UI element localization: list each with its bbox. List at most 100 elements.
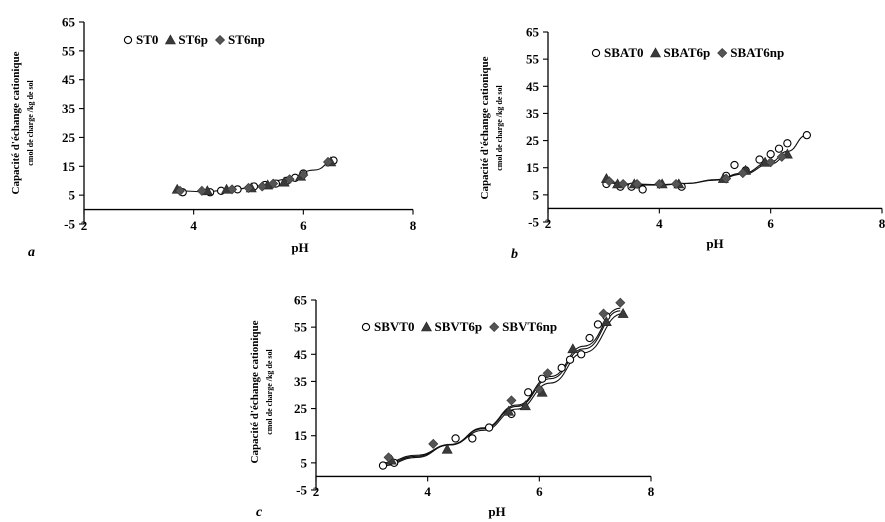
y-tick-label: 5 [301, 455, 308, 470]
y-tick-label: 15 [294, 428, 308, 443]
legend-label: ST6np [228, 32, 265, 47]
y-axis-subtitle: cmol de charge /kg de sol [265, 348, 274, 434]
data-point-SBVT0 [468, 434, 477, 443]
data-point-ST6np [243, 182, 254, 193]
y-tick-label: 25 [526, 133, 540, 148]
fit-curve [382, 310, 621, 465]
data-point-SBVT0 [585, 333, 594, 343]
legend-marker-SBAT6p [649, 47, 662, 58]
data-point-ST6np [227, 184, 238, 195]
legend-marker-SBAT6np [717, 47, 728, 59]
data-point-SBVT0 [593, 320, 603, 329]
y-axis-title: Capacité d'échange cationique [479, 56, 491, 199]
legend-label: ST0 [136, 32, 158, 47]
data-point-SBVT6np [428, 438, 439, 449]
x-axis-title: pH [291, 240, 308, 255]
x-tick-label: 6 [300, 218, 307, 233]
data-point-SBVT0 [451, 434, 460, 443]
legend-label: SBAT6p [664, 45, 711, 60]
data-point-SBAT6np [671, 178, 682, 190]
y-tick-label: 15 [526, 160, 540, 175]
data-point-SBVT6np [383, 452, 394, 463]
y-tick-label: 45 [62, 72, 76, 87]
data-point-SBVT6p [441, 443, 453, 454]
data-point-SBVT0 [557, 363, 566, 373]
x-tick-label: 6 [767, 216, 774, 231]
data-point-SBVT6p [503, 405, 515, 416]
y-tick-label: 15 [62, 159, 76, 174]
fit-curve [382, 307, 621, 467]
legend-label: SBVT0 [374, 319, 414, 334]
y-tick-label: 55 [294, 320, 308, 335]
y-tick-label: 65 [62, 15, 76, 30]
data-point-SBVT6np [598, 308, 609, 319]
x-tick-label: 2 [313, 484, 320, 499]
y-tick-label: 35 [62, 101, 76, 116]
data-point-ST6np [268, 178, 279, 189]
x-tick-label: 4 [190, 218, 197, 233]
data-point-SBAT0 [783, 139, 792, 148]
y-axis-subtitle: cmol de charge /kg de sol [495, 84, 504, 170]
legend-label: SBVT6np [502, 319, 557, 334]
y-tick-label: 35 [526, 106, 540, 121]
data-point-SBVT0 [378, 461, 388, 470]
data-point-SBAT6np [618, 178, 629, 190]
x-tick-label: 4 [424, 484, 431, 499]
y-tick-label: 35 [294, 374, 308, 389]
data-point-SBVT0 [537, 374, 547, 383]
data-point-SBVT6np [542, 368, 553, 379]
y-tick-label: 55 [62, 43, 76, 58]
data-point-SBVT0 [577, 350, 586, 359]
x-tick-label: 2 [81, 218, 88, 233]
y-tick-label: -5 [528, 215, 539, 230]
y-tick-label: 25 [294, 401, 308, 416]
fit-curve [603, 134, 807, 186]
data-point-SBAT0 [766, 149, 775, 159]
x-axis-title: pH [488, 504, 505, 519]
legend-marker-ST0 [123, 35, 133, 45]
data-point-ST6np [174, 185, 185, 196]
data-point-SBAT6np [765, 157, 776, 168]
legend-marker-SBVT6p [420, 321, 432, 332]
y-tick-label: 65 [294, 293, 308, 308]
data-point-SBVT0 [524, 388, 533, 397]
data-point-SBVT6p [519, 400, 531, 411]
y-tick-label: 45 [294, 347, 308, 362]
x-tick-label: 8 [410, 218, 417, 233]
y-tick-label: 5 [533, 187, 540, 202]
data-point-SBVT6np [615, 297, 626, 308]
legend-marker-SBVT0 [361, 322, 371, 332]
panel-letter: a [28, 245, 35, 260]
data-point-SBAT6np [632, 178, 643, 190]
panel-c-chart: -5 5 15 25 35 45 55 65 2 4 6 8 Capacité d'échange ca… [249, 293, 655, 521]
legend-label: ST6p [178, 32, 208, 47]
data-point-SBAT6np [737, 168, 748, 179]
data-point-ST6np [284, 174, 295, 185]
legend-marker-SBAT0 [591, 48, 601, 58]
panel-b-chart: -5 5 15 25 35 45 55 65 2 4 6 8 Capacité d'échange ca… [479, 25, 885, 263]
data-point-SBAT0 [730, 160, 739, 170]
data-point-SBAT6np [654, 178, 665, 190]
y-tick-label: 25 [62, 130, 76, 145]
panel-letter: b [511, 247, 518, 262]
data-point-SBAT6np [721, 173, 732, 184]
y-tick-label: -5 [64, 217, 75, 232]
y-tick-label: 55 [526, 52, 540, 67]
y-tick-label: -5 [296, 483, 307, 498]
x-tick-label: 8 [879, 216, 885, 231]
data-point-ST6np [257, 181, 268, 192]
data-point-SBVT6np [506, 395, 517, 406]
data-point-SBAT6np [604, 176, 615, 187]
data-point-SBVT6p [617, 307, 629, 318]
data-point-SBAT0 [638, 185, 647, 194]
data-point-ST6np [322, 156, 334, 167]
legend-label: SBAT0 [604, 45, 644, 60]
legend-label: SBAT6np [730, 45, 784, 60]
data-point-SBAT6np [776, 151, 787, 162]
data-point-ST6np [196, 185, 207, 196]
legend-marker-SBVT6np [489, 321, 500, 333]
data-point-ST6np [298, 169, 309, 180]
x-tick-label: 4 [656, 216, 663, 231]
data-point-SBVT0 [565, 355, 575, 364]
